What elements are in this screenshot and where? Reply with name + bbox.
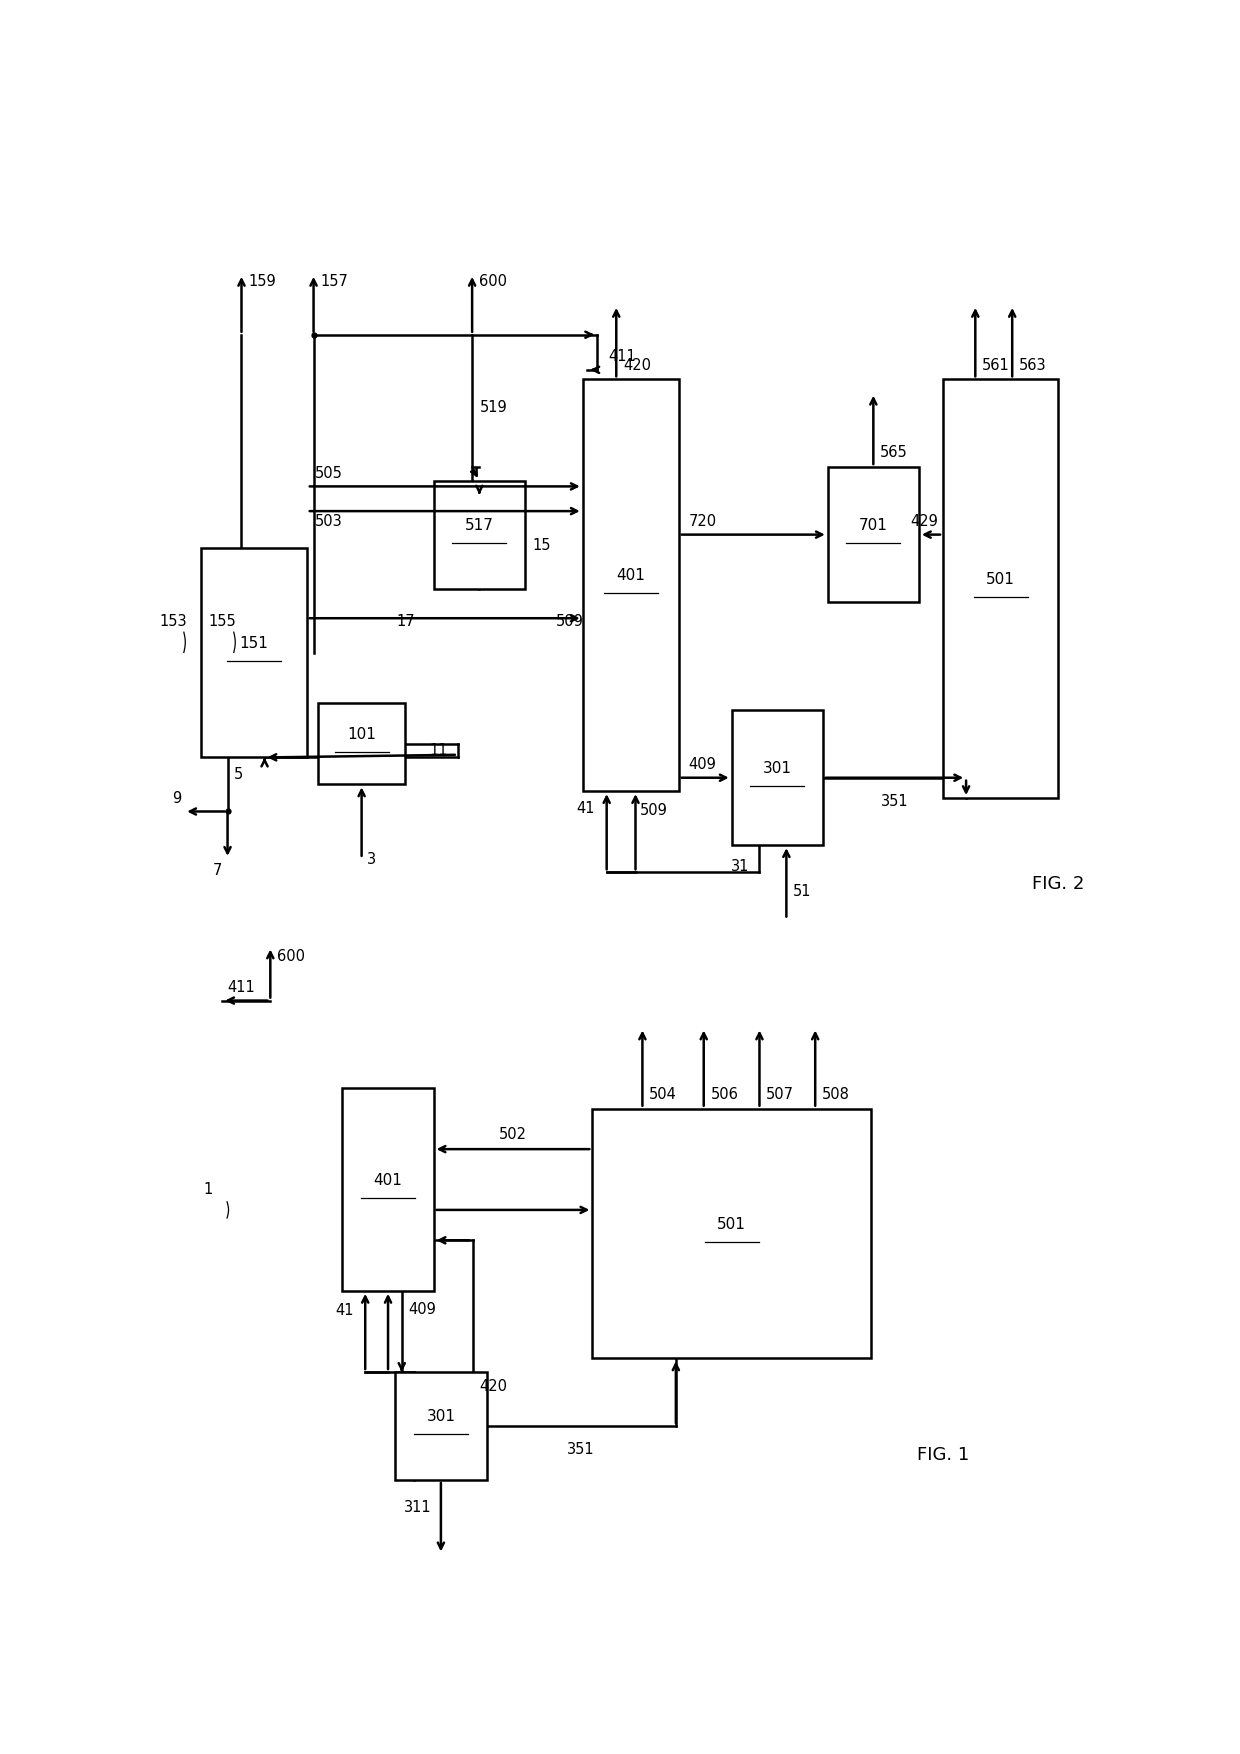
Text: 401: 401 (373, 1173, 403, 1187)
Text: 420: 420 (622, 358, 651, 372)
Text: 600: 600 (479, 274, 507, 289)
Text: 15: 15 (533, 538, 551, 553)
Bar (583, 379, 678, 791)
Text: 508: 508 (822, 1087, 849, 1102)
Text: 155: 155 (208, 614, 237, 630)
Text: 151: 151 (239, 637, 268, 651)
Bar (732, 710, 823, 845)
Text: 509: 509 (640, 803, 668, 819)
Text: 301: 301 (427, 1408, 455, 1424)
Text: FIG. 2: FIG. 2 (1032, 875, 1085, 893)
Text: 351: 351 (880, 795, 909, 809)
Bar (828, 467, 919, 602)
Text: 351: 351 (568, 1442, 595, 1458)
Text: 17: 17 (397, 614, 415, 630)
Text: 153: 153 (160, 614, 187, 630)
Text: 31: 31 (732, 859, 749, 873)
Bar (396, 1372, 486, 1480)
Text: 51: 51 (794, 884, 812, 900)
Text: 411: 411 (227, 980, 255, 995)
Text: 157: 157 (320, 274, 348, 289)
Text: 509: 509 (556, 614, 584, 630)
Bar (942, 379, 1058, 798)
Text: 501: 501 (717, 1217, 746, 1231)
Text: 701: 701 (859, 517, 888, 533)
Text: 720: 720 (688, 514, 717, 530)
Text: 565: 565 (880, 446, 908, 460)
Text: 502: 502 (498, 1128, 527, 1142)
Text: 501: 501 (986, 572, 1016, 586)
Text: 3: 3 (367, 852, 377, 866)
Text: 504: 504 (650, 1087, 677, 1102)
Text: 41: 41 (577, 800, 595, 816)
Text: 1: 1 (203, 1182, 212, 1198)
Text: 507: 507 (766, 1087, 794, 1102)
Bar (319, 703, 404, 784)
Text: 409: 409 (688, 758, 717, 772)
Text: 11: 11 (429, 744, 448, 758)
Bar (342, 1087, 434, 1291)
Text: 401: 401 (616, 568, 645, 584)
Text: 519: 519 (480, 400, 507, 416)
Bar (201, 549, 306, 758)
Text: 420: 420 (480, 1379, 507, 1394)
Bar (434, 481, 525, 589)
Text: FIG. 1: FIG. 1 (916, 1445, 970, 1465)
Text: 505: 505 (315, 467, 342, 481)
Text: 506: 506 (711, 1087, 738, 1102)
Text: 9: 9 (172, 791, 181, 807)
Text: 159: 159 (248, 274, 277, 289)
Text: 5: 5 (233, 766, 243, 782)
Text: 409: 409 (408, 1301, 436, 1317)
Text: 517: 517 (465, 517, 494, 533)
Text: 429: 429 (910, 514, 939, 530)
Text: 600: 600 (277, 949, 305, 965)
Text: 561: 561 (982, 358, 1009, 372)
Text: 301: 301 (763, 761, 792, 775)
Text: 101: 101 (347, 726, 376, 742)
Bar (593, 1109, 870, 1358)
Text: 563: 563 (1019, 358, 1047, 372)
Text: 41: 41 (335, 1303, 353, 1317)
Text: 311: 311 (404, 1500, 432, 1515)
Text: 503: 503 (315, 514, 342, 528)
Text: 411: 411 (609, 349, 636, 365)
Text: 7: 7 (212, 863, 222, 877)
